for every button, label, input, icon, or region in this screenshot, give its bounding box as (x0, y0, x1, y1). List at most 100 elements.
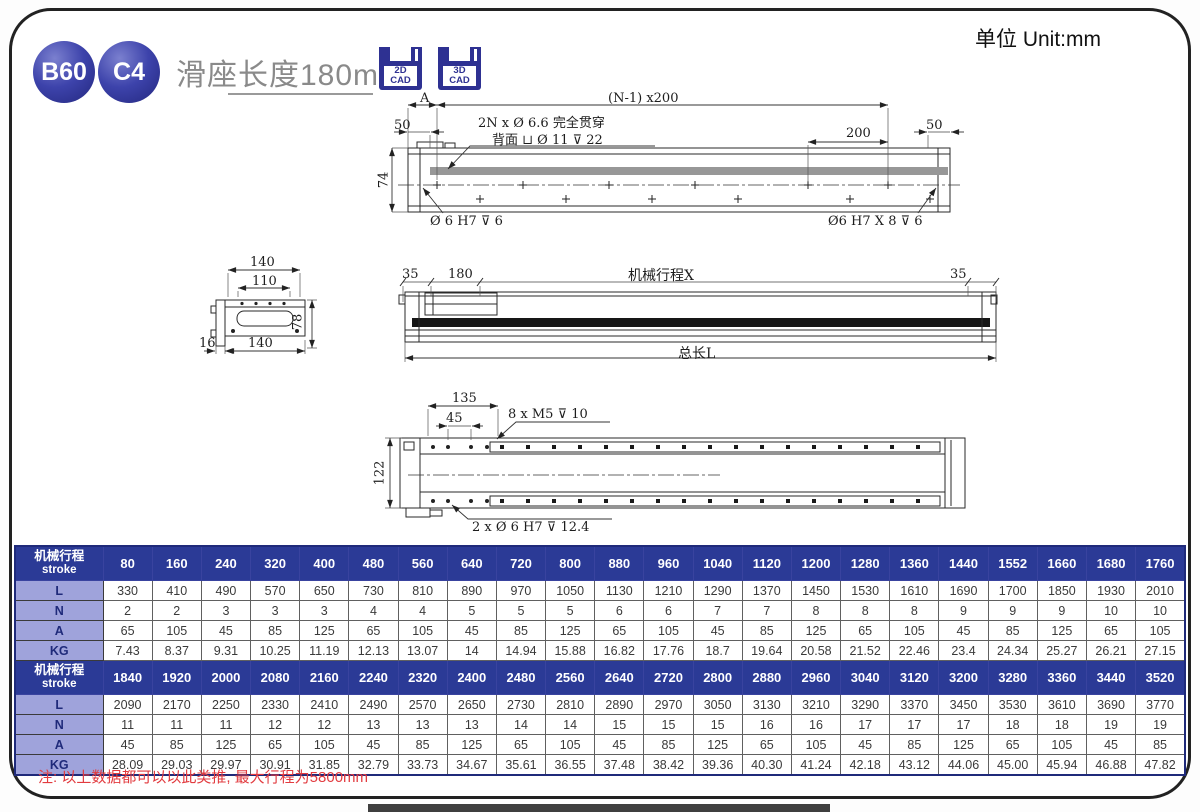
data-cell: 25.27 (1036, 640, 1087, 661)
data-cell: 14.94 (495, 640, 547, 661)
cad-2d-label-line1: 2D (394, 65, 407, 76)
dim-label-74: 74 (376, 171, 392, 189)
data-cell: 2570 (397, 694, 448, 715)
model-badge-label: C4 (113, 57, 145, 86)
data-cell: 16 (741, 714, 792, 735)
row-label-cell: KG (14, 640, 104, 661)
data-cell: 16 (790, 714, 842, 735)
data-cell: 970 (495, 580, 547, 601)
data-cell: 3530 (987, 694, 1038, 715)
data-cell: 5 (545, 600, 596, 621)
data-cell: 2170 (151, 694, 202, 715)
data-cell: 3290 (840, 694, 891, 715)
data-cell: 65 (495, 734, 547, 755)
dim-label-35-right: 35 (950, 267, 967, 282)
floppy-icon (379, 47, 390, 67)
stroke-header-cell: 2080 (250, 660, 301, 695)
data-cell: 2250 (200, 694, 252, 715)
table-row: KG 28.09 29.03 29.97 30.91 31.85 32.79 33.73 34.… (14, 754, 1186, 776)
stroke-header-cell: 2880 (741, 660, 792, 695)
dim-label-50-right: 50 (926, 118, 943, 133)
row-label-cell: N (14, 714, 104, 735)
data-cell: 18.7 (692, 640, 743, 661)
cad-2d-button[interactable]: 2D CAD (377, 47, 424, 90)
data-cell: 2 (151, 600, 202, 621)
cad-3d-button[interactable]: 3D CAD (436, 47, 483, 90)
data-cell: 3450 (938, 694, 989, 715)
stroke-header-cell: 3040 (840, 660, 891, 695)
stroke-header-cell: 1440 (938, 545, 989, 581)
stroke-header-cell: 1360 (889, 545, 940, 581)
data-cell: 14 (446, 640, 497, 661)
stroke-header-cell: 2240 (348, 660, 399, 695)
data-cell: 9 (1036, 600, 1087, 621)
data-cell: 105 (545, 734, 596, 755)
cad-3d-label-line2: CAD (449, 75, 470, 86)
data-cell: 125 (446, 734, 497, 755)
hole-note-h7: 2 x Ø 6 H7 ⊽ 12.4 (472, 520, 590, 535)
row-label-cell: L (14, 694, 104, 715)
stroke-header-cell: 800 (545, 545, 596, 581)
data-cell: 85 (889, 734, 940, 755)
data-cell: 9 (987, 600, 1038, 621)
model-badge-b60: B60 (33, 41, 95, 103)
data-cell: 33.73 (397, 754, 448, 776)
data-cell: 45 (1085, 734, 1137, 755)
data-cell: 45 (200, 620, 252, 641)
data-cell: 65 (250, 734, 301, 755)
hole-note-line1: 2N x Ø 6.6 完全贯穿 (478, 116, 605, 131)
data-cell: 13 (446, 714, 497, 735)
data-cell: 7 (741, 600, 792, 621)
stroke-header-cell: 1660 (1036, 545, 1087, 581)
data-cell: 65 (987, 734, 1038, 755)
data-cell: 20.58 (790, 640, 842, 661)
stroke-header-cell: 1680 (1085, 545, 1137, 581)
data-cell: 9.31 (200, 640, 252, 661)
stroke-header-cell: 1552 (987, 545, 1038, 581)
data-cell: 12 (250, 714, 301, 735)
data-cell: 11 (151, 714, 202, 735)
data-cell: 650 (299, 580, 350, 601)
data-cell: 1210 (643, 580, 694, 601)
data-cell: 47.82 (1135, 754, 1186, 776)
technical-drawings: A (N-1) x200 50 2N x Ø 6.6 完全贯穿 背面 ⊔ Ø 1… (0, 90, 1200, 545)
top-view-drawing (389, 102, 964, 214)
data-cell: 37.48 (594, 754, 645, 776)
table-row: A 45 85 125 65 105 45 85 125 65 105 45 85 125 65 105 45 8… (14, 734, 1186, 755)
title-underline (228, 93, 373, 95)
stroke-header-cell: 2800 (692, 660, 743, 695)
data-cell: 2330 (250, 694, 301, 715)
dim-label-200: 200 (846, 126, 871, 141)
data-cell: 8 (889, 600, 940, 621)
data-cell: 43.12 (889, 754, 940, 776)
data-cell: 45.00 (987, 754, 1038, 776)
data-cell: 10 (1085, 600, 1137, 621)
dim-label-180: 180 (448, 267, 473, 282)
row-label-cell: A (14, 620, 104, 641)
hole-label-left: Ø 6 H7 ⊽ 6 (430, 214, 503, 229)
data-cell: 14 (495, 714, 547, 735)
data-cell: 105 (151, 620, 202, 641)
data-cell: 11.19 (299, 640, 350, 661)
data-cell: 3 (299, 600, 350, 621)
stroke-header-cell: 1840 (102, 660, 153, 695)
stroke-header-cell: 80 (102, 545, 153, 581)
data-cell: 39.36 (692, 754, 743, 776)
data-cell: 2410 (299, 694, 350, 715)
stroke-table: 机械行程 stroke 80 160 240 320 400 480 560 640 720 800 8… (14, 545, 1186, 776)
data-cell: 3 (200, 600, 252, 621)
data-cell: 65 (840, 620, 891, 641)
data-cell: 125 (938, 734, 989, 755)
data-cell: 17 (889, 714, 940, 735)
stroke-header-cell: 320 (250, 545, 301, 581)
dim-label-140-top: 140 (250, 255, 275, 270)
stroke-header-cell: 2640 (594, 660, 645, 695)
data-cell: 2 (102, 600, 153, 621)
data-cell: 3 (250, 600, 301, 621)
data-cell: 13.07 (397, 640, 448, 661)
table-row: L 330 410 490 570 650 730 810 890 970 1050 1130 1210… (14, 580, 1186, 601)
stroke-header-cell: 400 (299, 545, 350, 581)
stroke-header-cell: 3440 (1085, 660, 1137, 695)
data-cell: 105 (1036, 734, 1087, 755)
